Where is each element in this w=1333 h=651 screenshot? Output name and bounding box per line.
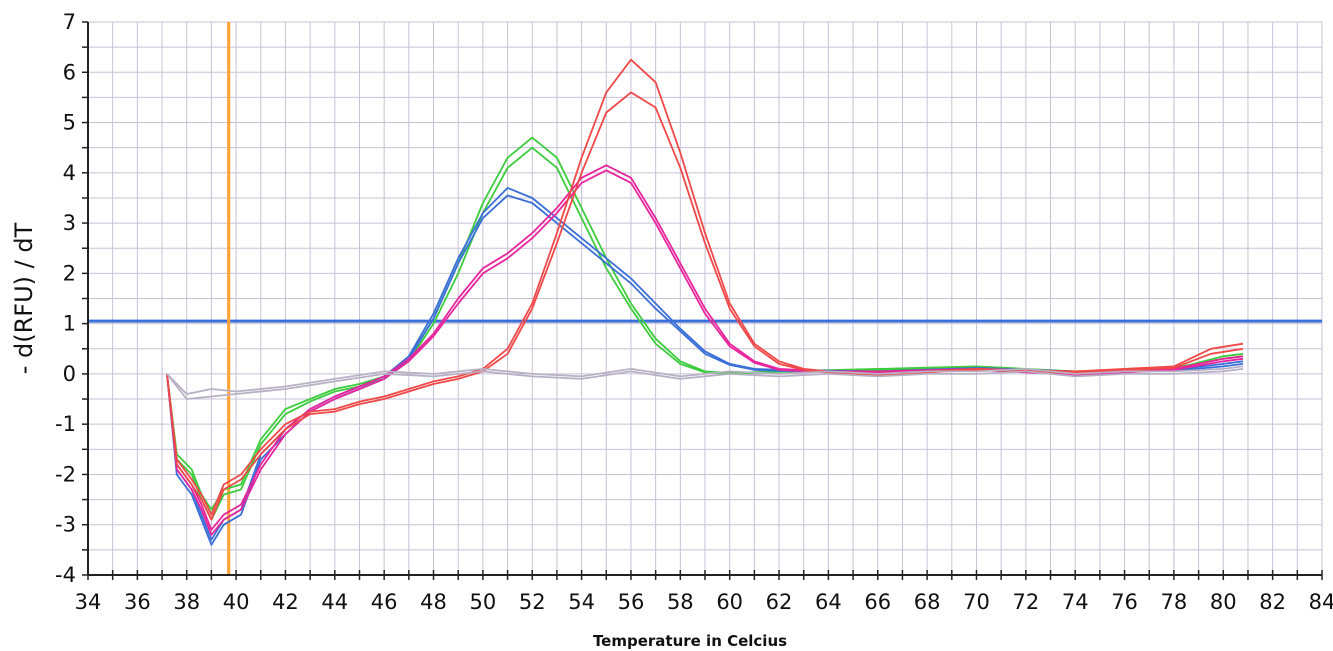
x-tick-label: 34 [75, 590, 102, 614]
y-tick-label: 2 [63, 261, 76, 285]
x-tick-label: 84 [1309, 590, 1333, 614]
x-tick-label: 50 [470, 590, 497, 614]
x-tick-label: 44 [321, 590, 348, 614]
x-tick-label: 78 [1161, 590, 1188, 614]
y-tick-label: -3 [55, 513, 76, 537]
x-tick-label: 64 [815, 590, 842, 614]
x-tick-label: 42 [272, 590, 299, 614]
y-tick-label: 7 [63, 10, 76, 34]
x-tick-label: 46 [371, 590, 398, 614]
x-tick-label: 68 [914, 590, 941, 614]
tick-labels: 34 36 38 40 42 44 46 48 50 52 54 56 58 60 62 64 66 68 70 72… [55, 10, 1333, 614]
x-tick-label: 36 [124, 590, 151, 614]
y-tick-label: 4 [63, 161, 76, 185]
y-tick-label: 0 [63, 362, 76, 386]
y-tick-label: 1 [63, 312, 76, 336]
grid [87, 21, 1323, 576]
x-tick-label: 38 [173, 590, 200, 614]
y-tick-label: -1 [55, 412, 76, 436]
x-tick-label: 72 [1012, 590, 1039, 614]
x-tick-label: 54 [568, 590, 595, 614]
x-tick-label: 66 [864, 590, 891, 614]
series-line-10 [166, 368, 1244, 400]
x-tick-label: 40 [223, 590, 250, 614]
reference-lines [88, 22, 1322, 575]
x-tick-label: 48 [420, 590, 447, 614]
x-tick-label: 74 [1062, 590, 1089, 614]
y-tick-label: -2 [55, 462, 76, 486]
series-lines [166, 58, 1244, 546]
x-tick-label: 80 [1210, 590, 1237, 614]
x-tick-label: 70 [963, 590, 990, 614]
y-axis-title: - d(RFU) / dT [10, 222, 38, 374]
x-axis-title: Temperature in Celcius [593, 632, 787, 650]
y-tick-label: -4 [55, 563, 76, 587]
x-tick-label: 56 [618, 590, 645, 614]
y-tick-label: 5 [63, 111, 76, 135]
axes [82, 21, 1323, 580]
x-tick-label: 76 [1111, 590, 1138, 614]
x-tick-label: 58 [667, 590, 694, 614]
x-tick-label: 60 [716, 590, 743, 614]
series-line-9 [166, 365, 1244, 395]
y-tick-label: 6 [63, 60, 76, 84]
x-tick-label: 82 [1259, 590, 1286, 614]
series-line-8 [166, 91, 1244, 521]
y-tick-label: 3 [63, 211, 76, 235]
x-tick-label: 62 [766, 590, 793, 614]
x-tick-label: 52 [519, 590, 546, 614]
